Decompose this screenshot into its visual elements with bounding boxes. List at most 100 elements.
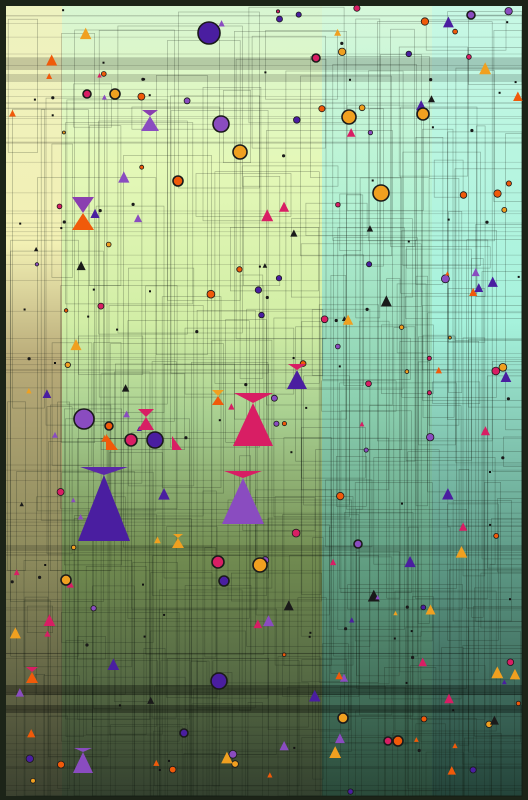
- dot: [10, 580, 14, 584]
- small-triangle: [443, 16, 454, 28]
- texture-rect: [73, 83, 112, 128]
- small-triangle: [107, 658, 120, 670]
- texture-rect: [212, 660, 300, 787]
- texture-rect: [420, 631, 521, 743]
- small-triangle: [339, 673, 349, 682]
- texture-rect: [89, 125, 122, 286]
- speck: [309, 631, 312, 634]
- speck: [349, 78, 351, 81]
- circle: [353, 539, 363, 549]
- small-triangle: [33, 246, 39, 252]
- texture-rect: [480, 572, 523, 629]
- texture-rect: [241, 165, 339, 187]
- texture-rect: [160, 659, 198, 797]
- small-triangle: [491, 666, 504, 679]
- dot: [466, 54, 472, 60]
- small-triangle: [479, 62, 492, 75]
- texture-rect: [65, 418, 191, 720]
- circle: [82, 89, 92, 99]
- dot: [343, 627, 348, 631]
- dot: [183, 97, 191, 105]
- speck: [509, 598, 511, 601]
- texture-rect: [376, 21, 493, 442]
- small-triangle: [444, 693, 454, 704]
- texture-rect: [447, 288, 486, 343]
- small-triangle: [52, 431, 58, 438]
- texture-rect: [301, 737, 399, 797]
- small-triangle: [27, 729, 36, 738]
- texture-rect: [503, 436, 523, 467]
- texture-rect: [66, 99, 168, 405]
- texture-rect: [425, 19, 507, 51]
- texture: [6, 6, 523, 797]
- dot: [334, 318, 338, 323]
- small-triangle: [418, 657, 428, 667]
- dot: [505, 180, 512, 187]
- hourglass-bottom: [26, 672, 38, 683]
- texture-rect: [202, 490, 217, 797]
- small-triangle: [133, 214, 143, 223]
- texture-rect: [329, 526, 419, 743]
- dot: [426, 433, 435, 442]
- texture-rect: [178, 11, 260, 189]
- texture-rect: [158, 608, 277, 755]
- texture-rect: [301, 659, 347, 683]
- dot: [56, 203, 63, 210]
- dot: [71, 544, 77, 551]
- texture-rect: [405, 295, 523, 320]
- small-triangle: [487, 276, 498, 287]
- texture-rect: [481, 271, 523, 560]
- circle: [104, 421, 114, 431]
- small-triangle: [393, 610, 398, 616]
- hourglass-bottom: [222, 478, 264, 524]
- texture-rect: [153, 730, 248, 797]
- small-triangle: [480, 426, 491, 436]
- dot: [410, 655, 415, 660]
- texture-rect: [452, 500, 512, 622]
- dot: [506, 658, 515, 666]
- dot: [30, 777, 36, 784]
- texture-rect: [214, 672, 233, 797]
- small-triangle: [435, 366, 442, 374]
- texture-rect: [368, 70, 495, 242]
- texture-rect: [12, 108, 45, 409]
- small-triangle: [158, 488, 170, 500]
- speck: [338, 365, 341, 368]
- circle: [392, 735, 404, 747]
- texture-rect: [427, 312, 523, 493]
- texture-rect: [356, 508, 467, 689]
- texture-rect: [85, 565, 147, 735]
- speck: [87, 315, 90, 318]
- speck: [489, 523, 492, 526]
- dot: [64, 361, 71, 368]
- speck: [407, 240, 410, 243]
- small-triangle: [413, 737, 419, 742]
- hourglass-top: [142, 110, 158, 116]
- dot: [447, 335, 452, 340]
- dot: [27, 357, 31, 361]
- texture-rect: [491, 518, 523, 797]
- texture-rect: [441, 647, 464, 797]
- dot: [337, 47, 347, 56]
- dot: [420, 604, 427, 611]
- dot: [469, 766, 477, 774]
- texture-rect: [422, 334, 455, 418]
- circle: [212, 115, 230, 133]
- texture-rect: [109, 343, 224, 494]
- texture-rect: [473, 605, 523, 758]
- small-triangle: [329, 746, 342, 759]
- texture-rect: [47, 441, 109, 757]
- texture-rect: [48, 715, 68, 797]
- texture-rect: [400, 106, 478, 294]
- speck: [143, 635, 146, 638]
- speck: [401, 502, 403, 505]
- dot: [37, 575, 42, 580]
- texture-rect: [290, 218, 413, 298]
- texture-rect: [466, 239, 523, 609]
- texture-rect: [64, 408, 123, 566]
- texture-rect: [332, 64, 417, 241]
- band: [6, 74, 522, 82]
- dot: [420, 715, 428, 723]
- texture-rect: [301, 426, 366, 479]
